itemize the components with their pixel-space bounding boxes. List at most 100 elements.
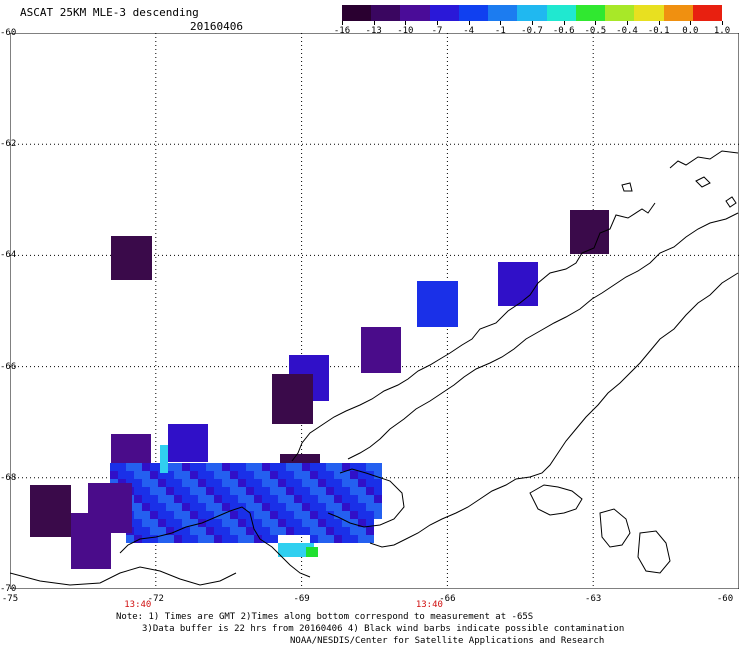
data-cell [166, 519, 174, 527]
data-cell [198, 487, 206, 495]
data-cell [168, 424, 208, 462]
data-cell [262, 471, 270, 479]
data-cell [174, 487, 182, 495]
colorbar-tick [468, 21, 470, 25]
data-cell [150, 503, 158, 511]
data-cell [278, 487, 286, 495]
data-cell [111, 236, 152, 280]
data-cell [246, 527, 254, 535]
data-cell [238, 511, 246, 519]
data-cell [326, 527, 334, 535]
data-cell [342, 511, 350, 519]
data-cell [310, 479, 318, 487]
data-cell [222, 471, 230, 479]
data-cell [118, 463, 126, 471]
data-cell [142, 471, 150, 479]
data-cell [278, 503, 286, 511]
data-cell [254, 503, 262, 511]
colorbar-swatch [634, 5, 665, 21]
data-cell [334, 527, 342, 535]
colorbar-swatch [488, 5, 518, 21]
colorbar-tick [373, 21, 375, 25]
colorbar-label: -0.6 [552, 26, 575, 36]
colorbar-label: -7 [431, 26, 443, 36]
data-cell [374, 511, 382, 519]
data-cell [126, 463, 134, 471]
data-cell [358, 519, 366, 527]
note-line-1: Note: 1) Times are GMT 2)Times along bot… [116, 612, 534, 622]
data-cell [358, 511, 366, 519]
data-cell [110, 471, 118, 479]
data-cell [294, 463, 302, 471]
data-cell [358, 527, 366, 535]
data-cell [174, 519, 182, 527]
data-cell [142, 495, 150, 503]
data-cell [174, 479, 182, 487]
inland-loop-2 [599, 508, 631, 548]
colorbar-label: -4 [463, 26, 475, 36]
colorbar-swatch [400, 5, 431, 21]
data-cell [222, 519, 230, 527]
data-cell [174, 503, 182, 511]
data-cell [270, 463, 278, 471]
data-cell [206, 487, 214, 495]
data-cell [142, 463, 150, 471]
data-cell [190, 495, 198, 503]
data-cell [286, 527, 294, 535]
data-cell [326, 487, 334, 495]
data-cell [334, 471, 342, 479]
data-cell [142, 487, 150, 495]
data-cell [342, 463, 350, 471]
colorbar-tick [658, 21, 660, 25]
data-cell [270, 495, 278, 503]
data-cell [206, 527, 214, 535]
coastline [10, 150, 739, 586]
data-cell [270, 511, 278, 519]
south-coast [119, 506, 311, 578]
data-cell [230, 487, 238, 495]
colorbar-tick [342, 21, 343, 25]
lon-tick-label: -75 [1, 594, 19, 604]
data-cell [286, 479, 294, 487]
colorbar-tick [405, 21, 407, 25]
data-cell [318, 495, 326, 503]
data-cell [190, 511, 198, 519]
data-cell [182, 535, 190, 543]
data-cell [310, 519, 318, 527]
data-cell [334, 487, 342, 495]
data-cell [254, 495, 262, 503]
colorbar-tick [563, 21, 565, 25]
data-cell [150, 471, 158, 479]
data-cell [262, 519, 270, 527]
data-cell [214, 463, 222, 471]
data-cell [134, 463, 142, 471]
peninsula-coast-b [347, 212, 739, 460]
data-cell [222, 463, 230, 471]
data-cell [350, 519, 358, 527]
data-cell [366, 471, 374, 479]
data-cell [334, 495, 342, 503]
data-cell [230, 471, 238, 479]
data-cell [366, 527, 374, 535]
data-cell [374, 463, 382, 471]
time-label: 13:40 [124, 600, 152, 610]
data-cell [182, 471, 190, 479]
data-cell [262, 511, 270, 519]
colorbar [342, 5, 723, 21]
data-cell [158, 479, 166, 487]
data-cell [366, 511, 374, 519]
data-cell [174, 527, 182, 535]
data-cell [366, 495, 374, 503]
data-cell [158, 471, 166, 479]
data-cell [342, 487, 350, 495]
colorbar-swatch [575, 5, 606, 21]
data-cell [262, 503, 270, 511]
data-cell [230, 519, 238, 527]
data-cell [318, 463, 326, 471]
data-cell [302, 511, 310, 519]
note-line-2: 3)Data buffer is 22 hrs from 20160406 4)… [142, 624, 625, 634]
data-cell [350, 535, 358, 543]
data-cell [254, 535, 262, 543]
data-cell [190, 519, 198, 527]
data-cell [174, 535, 182, 543]
